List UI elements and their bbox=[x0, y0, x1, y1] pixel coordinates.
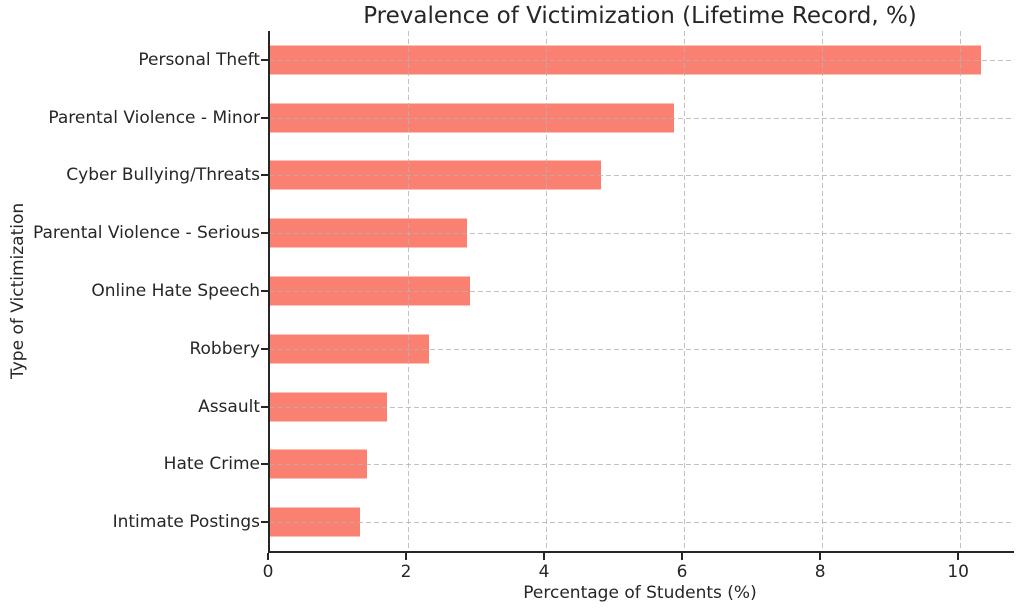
category-label: Online Hate Speech bbox=[91, 281, 260, 302]
bar bbox=[270, 103, 674, 133]
bar-row: Parental Violence - Serious bbox=[33, 204, 1014, 262]
y-tick-mark bbox=[261, 174, 268, 177]
bar-row: Personal Theft bbox=[138, 31, 1014, 89]
x-tick-mark bbox=[543, 553, 546, 560]
x-tick-label: 6 bbox=[676, 562, 688, 582]
x-tick-label: 2 bbox=[400, 562, 412, 582]
x-tick-label: 0 bbox=[262, 562, 274, 582]
bar bbox=[270, 218, 467, 248]
bar-row: Robbery bbox=[189, 320, 1014, 378]
bar-row: Hate Crime bbox=[164, 435, 1014, 493]
category-label: Cyber Bullying/Threats bbox=[66, 165, 260, 186]
y-axis-label: Type of Victimization bbox=[8, 202, 28, 380]
x-axis-label: Percentage of Students (%) bbox=[523, 583, 757, 603]
y-tick-mark bbox=[261, 463, 268, 466]
bar-row: Online Hate Speech bbox=[91, 262, 1014, 320]
bar-rows-container: Personal Theft Parental Violence - Minor C… bbox=[33, 31, 1014, 551]
horizontal-gridline bbox=[270, 464, 1014, 466]
category-label: Robbery bbox=[189, 338, 260, 359]
x-tick-label: 8 bbox=[814, 562, 826, 582]
y-tick-mark bbox=[261, 58, 268, 61]
category-label: Parental Violence - Serious bbox=[32, 223, 260, 244]
x-axis-ticks: 0 2 4 6 8 10 bbox=[263, 553, 1012, 587]
bar bbox=[270, 449, 367, 479]
x-tick-mark bbox=[819, 553, 822, 560]
y-tick-mark bbox=[261, 290, 268, 293]
chart-title: Prevalence of Victimization (Lifetime Re… bbox=[363, 3, 917, 29]
bar bbox=[270, 45, 981, 75]
y-tick-mark bbox=[261, 405, 268, 408]
bar-row: Cyber Bullying/Threats bbox=[66, 147, 1014, 205]
category-label: Parental Violence - Minor bbox=[48, 107, 260, 128]
category-label: Personal Theft bbox=[138, 49, 260, 70]
horizontal-gridline bbox=[270, 522, 1014, 524]
bar-row: Assault bbox=[198, 378, 1014, 436]
bar bbox=[270, 334, 429, 364]
plot-area: Personal Theft Parental Violence - Minor C… bbox=[33, 31, 1014, 553]
y-tick-mark bbox=[261, 232, 268, 235]
bar bbox=[270, 392, 388, 422]
x-tick-label: 4 bbox=[538, 562, 550, 582]
x-tick-mark bbox=[405, 553, 408, 560]
x-tick-mark bbox=[267, 553, 269, 560]
y-tick-mark bbox=[261, 521, 268, 524]
y-tick-mark bbox=[261, 116, 268, 119]
y-tick-mark bbox=[261, 347, 268, 350]
category-label: Intimate Postings bbox=[112, 512, 260, 533]
category-label: Assault bbox=[198, 396, 260, 417]
x-tick-mark bbox=[957, 553, 960, 560]
bar bbox=[270, 160, 602, 190]
category-label: Hate Crime bbox=[163, 454, 260, 475]
bar bbox=[270, 507, 360, 537]
bar-row: Parental Violence - Minor bbox=[48, 89, 1014, 147]
x-tick-label: 10 bbox=[947, 562, 969, 582]
x-tick-mark bbox=[681, 553, 684, 560]
bar-row: Intimate Postings bbox=[113, 493, 1014, 551]
bar bbox=[270, 276, 471, 306]
